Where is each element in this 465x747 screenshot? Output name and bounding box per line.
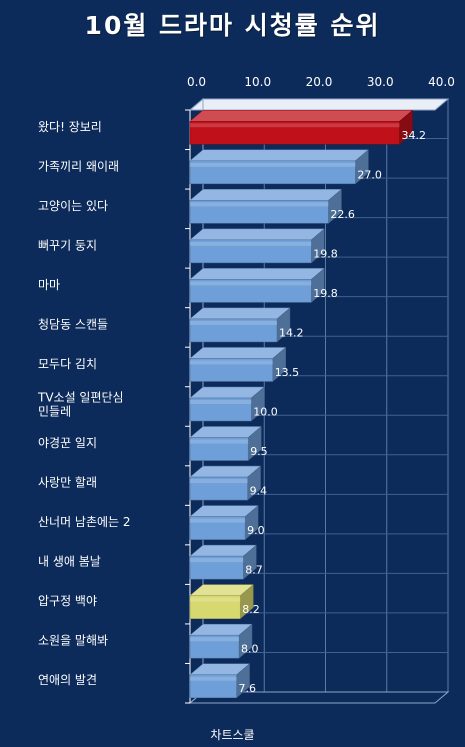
category-label: 사랑만 할래 [38,476,97,490]
category-label-line: 민들레 [38,405,71,419]
category-label: 산너머 남촌에는 2 [38,515,131,529]
bar-value-label: 8.0 [241,643,259,656]
bar-top-face [189,189,343,201]
bar-sheen [190,597,241,602]
category-label: 고양이는 있다 [38,199,108,213]
bar-value-label: 14.2 [279,326,304,339]
bar [189,188,343,224]
bar-sheen [190,281,312,286]
bar-top-face [189,268,325,280]
bar-top-face [189,228,325,241]
bar-value-label: 9.4 [250,485,268,498]
bar [189,307,291,343]
category-label: 야경꾼 일지 [38,436,97,450]
axis-top-plane [188,98,450,111]
category-label: 모두다 김치 [38,357,97,371]
bar-value-label: 19.8 [313,247,338,260]
bar [189,663,251,699]
x-tick-label: 30.0 [367,75,394,89]
bar-sheen [190,637,239,642]
bar [189,584,254,620]
bar-sheen [190,320,277,325]
category-label: TV소설 일편단심 민들레 [37,391,124,419]
bar-sheen [190,676,237,681]
bar-value-label: 10.0 [253,406,278,419]
category-label: 소원을 말해봐 [38,634,108,648]
chart-title: 10월 드라마 시청률 순위 [84,11,381,40]
bar-sheen [190,123,400,128]
bar [189,623,253,659]
x-tick-label: 40.0 [428,75,455,89]
bar-sheen [190,518,246,523]
category-label: 마마 [38,278,60,292]
bar-value-label: 13.5 [275,366,300,379]
bar [189,346,287,383]
bar-value-label: 9.0 [247,524,265,537]
bar-top-face [189,347,287,359]
bar-value-label: 34.2 [401,129,426,142]
bar-sheen [190,241,312,246]
bar [189,544,257,580]
bar [189,425,262,462]
bar-top-face [189,110,414,122]
category-label-line: TV소설 일편단심 [37,391,124,405]
category-label: 청담동 스캔들 [38,317,108,331]
category-label: 압구정 백야 [38,594,97,608]
bar-value-label: 22.6 [330,208,355,221]
bar-value-label: 7.6 [239,682,256,695]
bar [189,465,262,501]
category-label: 뻐꾸기 둥지 [38,238,97,252]
bar-value-label: 9.5 [250,445,268,458]
bar-sheen [190,439,249,444]
bar-sheen [190,400,252,404]
bar-sheen [190,162,356,167]
bar [189,267,325,303]
bar [189,386,265,422]
x-tick-label: 0.0 [187,75,206,89]
x-tick-label: 10.0 [244,75,271,89]
category-label: 가족끼리 왜이래 [38,159,119,173]
bar-sheen [190,558,244,563]
bar [189,228,325,264]
x-tick-label: 20.0 [306,75,333,89]
bar-sheen [190,479,248,484]
bar [189,109,414,145]
bar-top-face [189,307,291,320]
source-label: 차트스쿨 [210,728,255,742]
category-label: 왔다! 장보리 [38,119,102,134]
bar-value-label: 8.2 [242,603,260,616]
category-label: 연애의 발견 [38,673,97,687]
bar-value-label: 19.8 [313,287,338,300]
bar-sheen [190,360,273,365]
bar [189,505,259,541]
category-label: 내 생애 봄날 [38,555,101,569]
bar-value-label: 27.0 [357,168,382,181]
bar-top-face [189,149,370,162]
bar [189,149,370,185]
bar-value-label: 8.7 [245,564,263,577]
bar-sheen [190,202,329,207]
bars-group [189,109,414,699]
